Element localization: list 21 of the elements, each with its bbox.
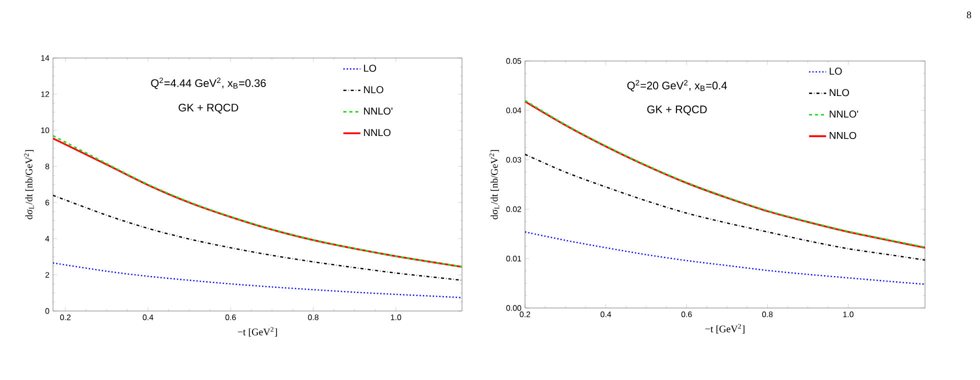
legend-label: NLO (364, 86, 384, 94)
line-series (53, 262, 462, 298)
legend-label: LO (830, 68, 842, 75)
legend-label: LO (364, 64, 376, 72)
line-series (525, 154, 926, 261)
legend-label: NNLO' (830, 110, 858, 118)
annotation: GK + RQCD (178, 104, 238, 114)
text: 8 (966, 12, 972, 18)
x-axis-title: −t [GeV$^{2}$] (705, 324, 744, 334)
annotation: Q$^{2}$=4.44 GeV$^{2}$, x$_{B}$=0.36 (151, 78, 266, 89)
annotation: GK + RQCD (647, 106, 707, 116)
line-series (525, 231, 926, 285)
y-axis-title: dσ$_{L}$/dt [nb/GeV$^{2}$] (24, 150, 34, 220)
annotation: Q$^{2}$=20 GeV$^{2}$, x$_{B}$=0.4 (627, 80, 727, 92)
legend-label: NLO (830, 89, 850, 96)
x-axis-title: −t [GeV$^{2}$] (238, 327, 277, 337)
line-series (53, 194, 462, 281)
legend-label: NNLO (830, 132, 856, 140)
y-axis-title: dσ$_{L}$/dt [nb/GeV$^{2}$] (489, 150, 500, 220)
legend-label: NNLO (364, 129, 390, 136)
legend-label: NNLO' (364, 108, 392, 115)
